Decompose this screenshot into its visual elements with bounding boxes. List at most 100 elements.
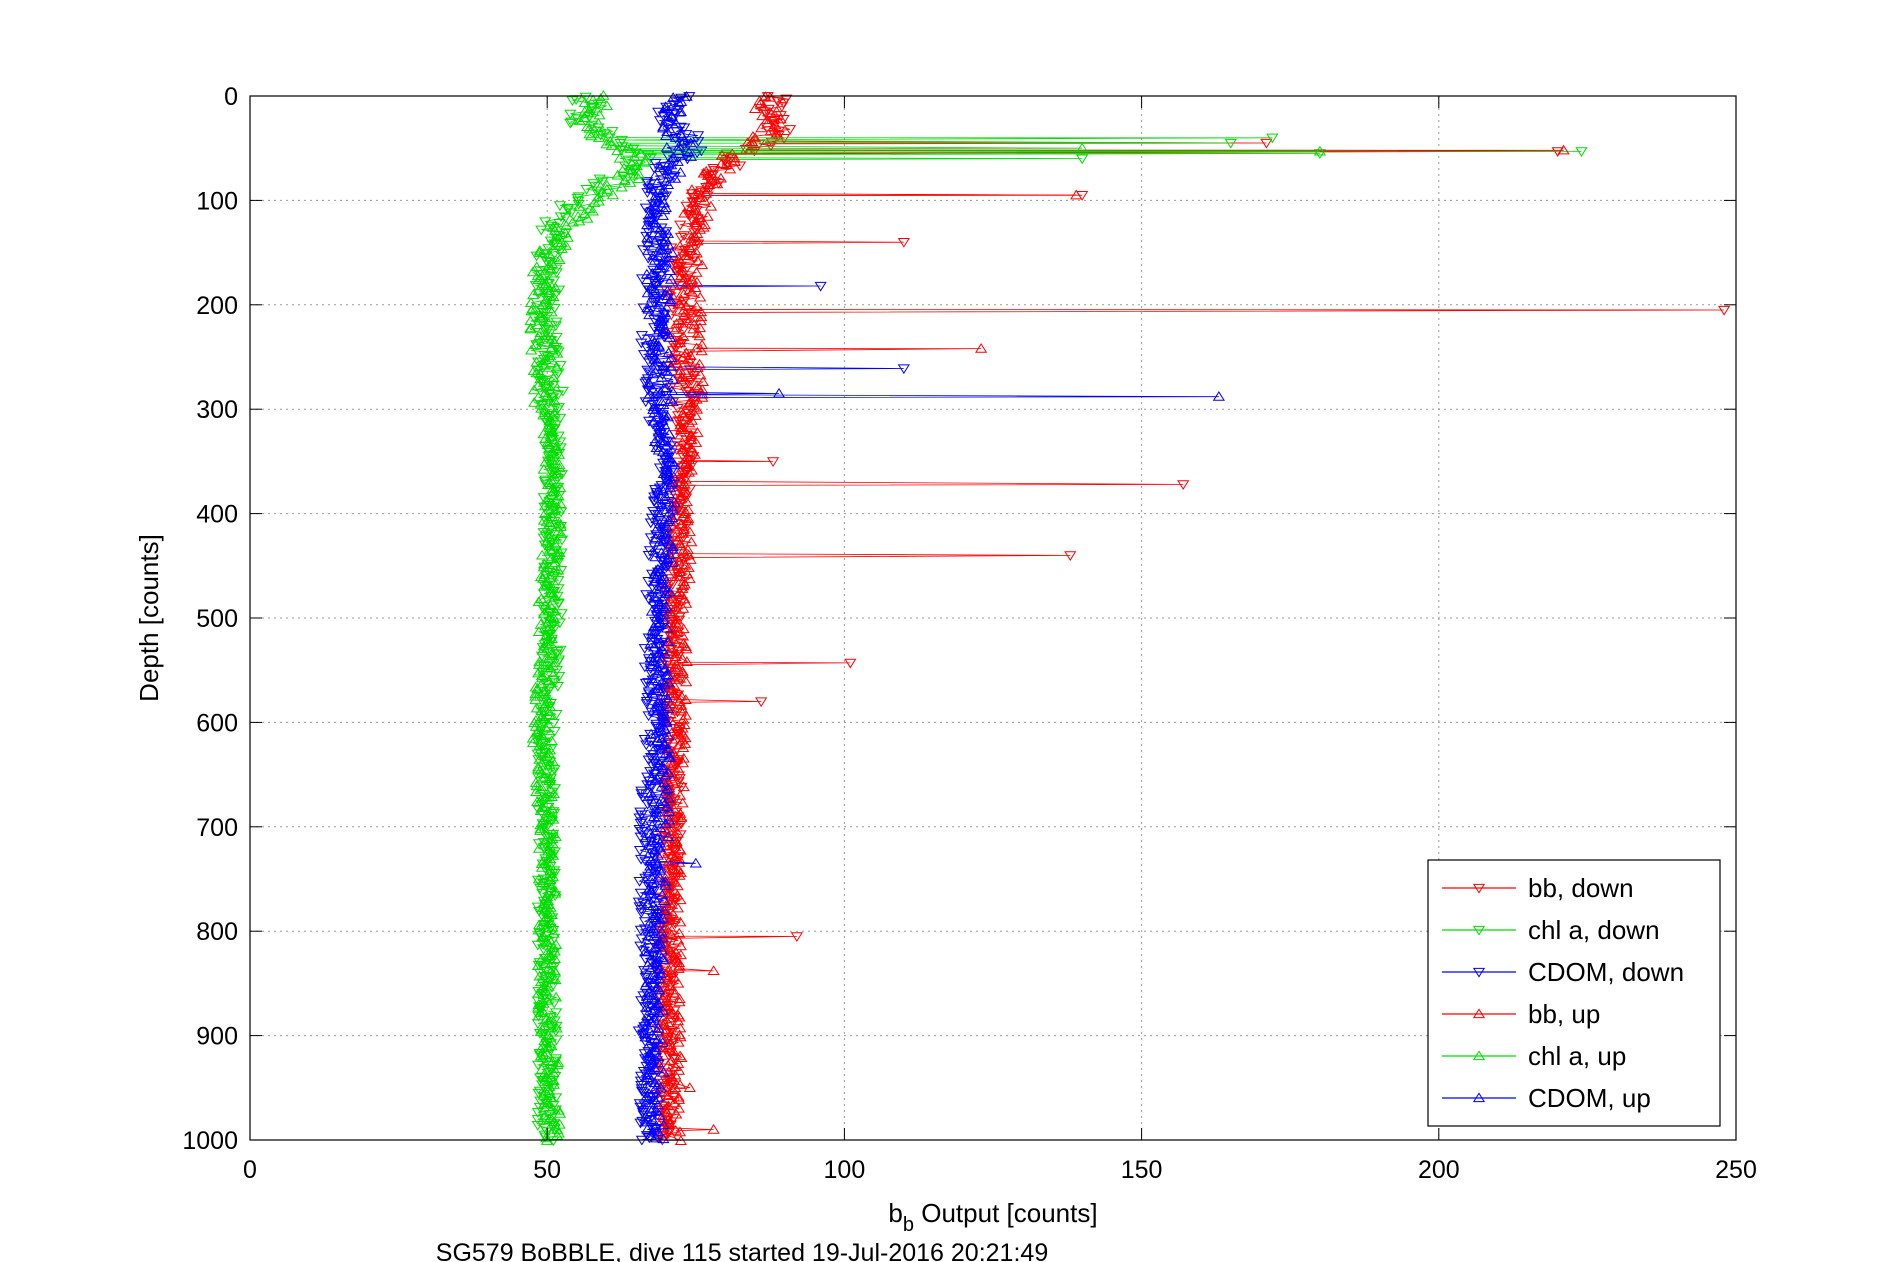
data-point [640, 971, 653, 982]
data-point [676, 444, 689, 455]
data-point [765, 108, 778, 118]
data-point [755, 122, 768, 133]
data-point [596, 186, 609, 197]
data-point [534, 1007, 547, 1017]
data-point [561, 205, 575, 216]
data-point [644, 884, 658, 895]
series-cdom-up [638, 91, 1225, 1144]
data-point [661, 115, 674, 126]
data-point [641, 898, 654, 908]
data-point [676, 668, 689, 678]
data-point [545, 803, 558, 814]
data-point [661, 692, 674, 703]
data-point [672, 810, 685, 821]
data-point [653, 917, 666, 928]
data-point [541, 352, 554, 363]
x-tick-label: 0 [243, 1156, 257, 1184]
y-tick-label: 400 [196, 501, 238, 529]
data-point [669, 132, 683, 142]
data-point [648, 1083, 662, 1094]
data-point [646, 625, 659, 636]
data-point [635, 905, 648, 915]
data-point [639, 1031, 652, 1042]
data-point [659, 534, 672, 545]
data-point [639, 156, 652, 167]
data-point [647, 704, 660, 715]
data-point [538, 689, 551, 700]
data-point [673, 493, 687, 504]
data-point [707, 1123, 720, 1134]
data-point [674, 894, 687, 905]
data-point [664, 1073, 677, 1084]
data-point [670, 445, 683, 456]
data-point [639, 841, 652, 851]
data-point [537, 463, 550, 474]
data-point [664, 1039, 677, 1049]
data-point [634, 1102, 647, 1113]
data-point [536, 645, 549, 655]
data-point [549, 1026, 562, 1037]
data-point [551, 1124, 564, 1134]
data-point [661, 636, 675, 647]
data-point [659, 435, 672, 445]
data-point [673, 993, 686, 1004]
data-point [661, 179, 675, 189]
data-point [589, 181, 602, 192]
data-point [632, 173, 645, 183]
data-point [649, 775, 662, 785]
data-point [538, 580, 551, 591]
data-point [593, 109, 606, 120]
data-point [543, 775, 556, 785]
data-point [543, 1113, 556, 1124]
data-point [581, 212, 594, 223]
data-point [624, 143, 637, 153]
data-point [763, 91, 777, 102]
data-point [554, 528, 568, 538]
data-point [677, 423, 690, 433]
data-point [542, 1055, 555, 1066]
data-point [674, 830, 687, 841]
data-point [1177, 480, 1190, 490]
data-point [544, 868, 557, 879]
data-point [651, 773, 664, 784]
data-point [550, 1035, 563, 1046]
data-point [665, 512, 679, 522]
data-point [655, 577, 668, 588]
y-tick-label: 300 [196, 396, 238, 424]
data-point [645, 356, 658, 366]
data-point [541, 311, 554, 322]
data-point [547, 276, 561, 287]
data-point [657, 1041, 670, 1052]
data-point [544, 811, 557, 822]
y-tick-label: 700 [196, 814, 238, 842]
data-point [665, 159, 678, 170]
data-point [533, 797, 546, 807]
data-point [534, 1050, 547, 1061]
data-point [662, 767, 675, 778]
data-point [676, 653, 689, 664]
data-point [659, 587, 672, 598]
data-point [647, 401, 660, 411]
data-point [635, 338, 648, 349]
data-point [655, 926, 668, 937]
data-point [661, 553, 674, 564]
data-point [672, 468, 685, 478]
data-point [695, 311, 708, 322]
data-point [673, 538, 687, 548]
data-point [660, 528, 673, 539]
data-point [667, 1046, 680, 1057]
data-point [651, 858, 664, 869]
data-point [642, 237, 655, 248]
data-point [667, 521, 680, 532]
data-point [613, 152, 626, 163]
data-point [548, 953, 562, 963]
data-point [665, 110, 678, 120]
data-point [685, 184, 699, 194]
data-point [650, 192, 663, 203]
data-point [665, 352, 678, 362]
data-point [669, 173, 682, 183]
data-point [679, 458, 692, 469]
data-point [531, 270, 544, 280]
data-point [534, 764, 547, 775]
data-point [658, 103, 672, 114]
